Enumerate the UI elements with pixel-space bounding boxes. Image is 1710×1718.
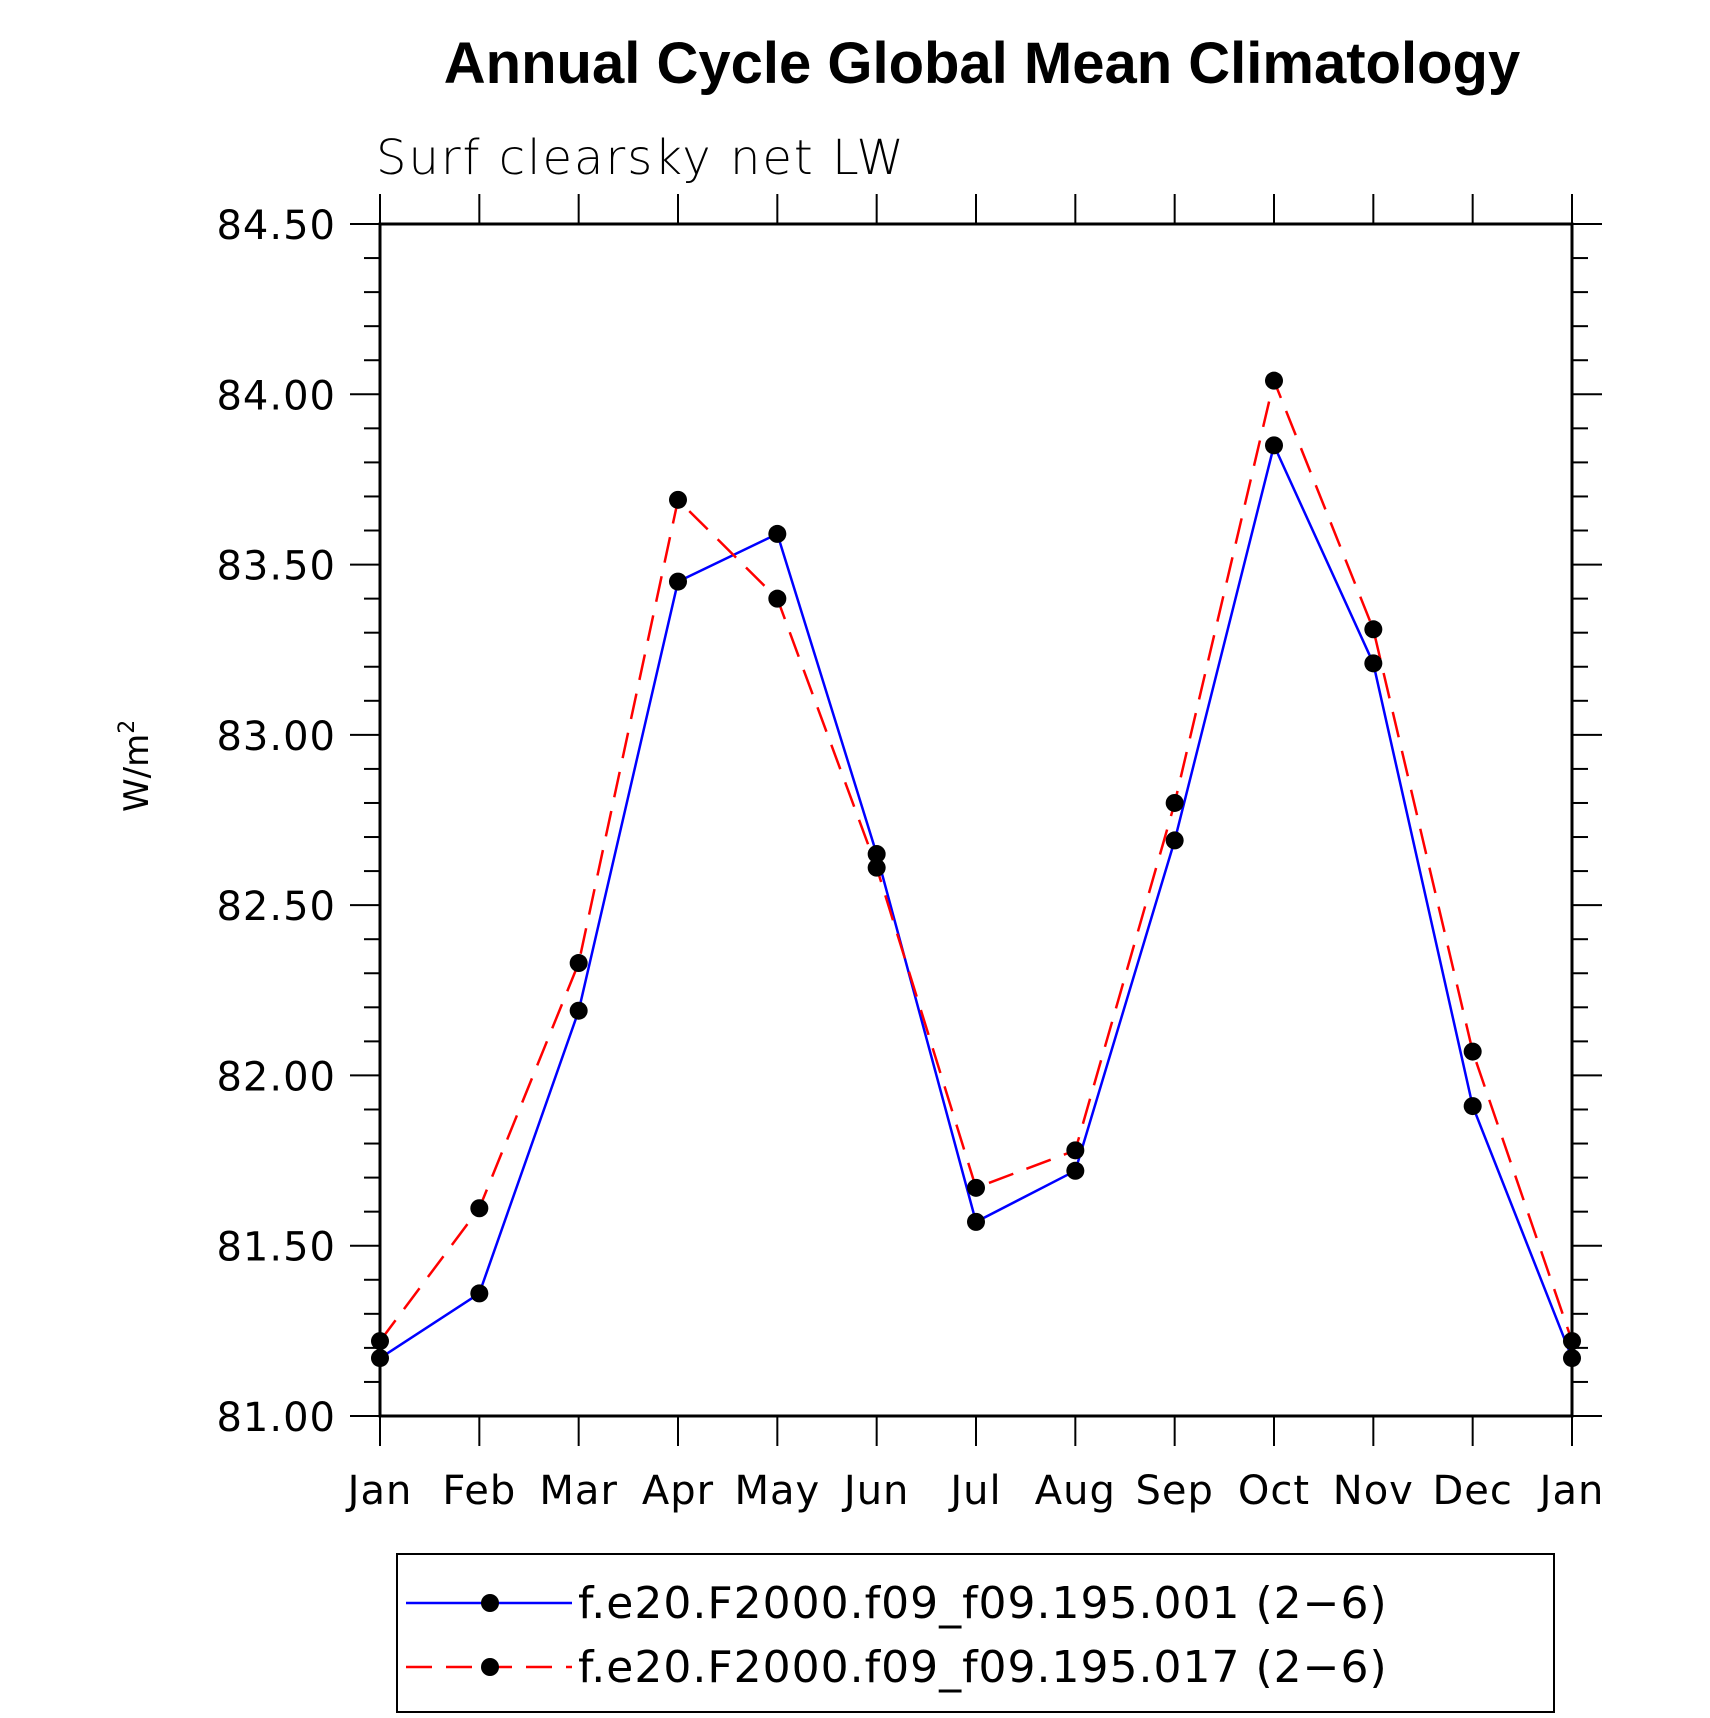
series-line-2 (378, 376, 1574, 1342)
data-point-series-2 (867, 858, 886, 877)
x-tick-label: May (734, 1468, 820, 1514)
data-point-series-1 (967, 1212, 985, 1231)
data-point-series-2 (669, 490, 687, 509)
data-point-series-2 (1066, 1141, 1085, 1160)
y-axis-label-text: W/m (117, 734, 157, 812)
x-tick-label: Aug (1035, 1468, 1116, 1514)
y-tick-label: 81.50 (216, 1225, 336, 1271)
x-tick-label: Apr (642, 1468, 714, 1514)
y-tick-label: 83.00 (216, 714, 336, 760)
x-tick-label: Nov (1333, 1468, 1414, 1514)
legend-box (396, 1553, 1555, 1713)
plot-frame (378, 222, 1574, 1418)
data-point-series-1 (1563, 1349, 1581, 1368)
x-tick-label: Sep (1135, 1468, 1213, 1514)
legend-label-2: f.e20.F2000.f09_f09.195.017 (2−6) (578, 1642, 1388, 1693)
data-point-series-1 (569, 1001, 588, 1020)
legend: f.e20.F2000.f09_f09.195.001 (2−6) f.e20.F… (396, 1553, 1555, 1713)
x-tick-label: Mar (539, 1468, 617, 1514)
chart-subtitle: Surf clearsky net LW (376, 130, 906, 186)
legend-marker-2 (481, 1658, 499, 1676)
data-point-series-1 (1165, 831, 1184, 850)
data-point-series-1 (1066, 1161, 1085, 1180)
x-tick-label: Jun (841, 1468, 910, 1514)
data-point-series-1 (1265, 436, 1283, 455)
x-tick-label: Oct (1238, 1468, 1310, 1514)
data-point-series-2 (768, 589, 787, 608)
data-point-series-2 (470, 1199, 489, 1218)
data-point-series-2 (1563, 1332, 1581, 1351)
y-tick-label: 83.50 (216, 544, 336, 590)
data-point-series-1 (669, 572, 687, 591)
series-lines (378, 376, 1574, 1360)
chart-title: Annual Cycle Global Mean Climatology (444, 31, 1520, 96)
svg-text:W/m2: W/m2 (115, 720, 157, 812)
x-tick-labels: Jan Feb Mar Apr May Jun Jul Aug Sep Oct Nov Dec Jan (345, 1468, 1605, 1514)
data-point-series-2 (1165, 793, 1184, 812)
legend-marker-1 (481, 1594, 499, 1612)
data-point-series-1 (867, 845, 886, 864)
y-tick-label: 82.00 (216, 1054, 336, 1100)
axis-ticks (350, 194, 1602, 1446)
data-point-series-1 (470, 1284, 489, 1303)
y-tick-label: 84.00 (216, 373, 336, 419)
data-point-series-2 (1265, 371, 1283, 390)
y-tick-labels: 81.00 81.50 82.00 82.50 83.00 83.50 84.00 84.50 (216, 203, 336, 1441)
x-tick-label: Jan (345, 1468, 413, 1514)
x-tick-label: Jul (947, 1468, 1001, 1514)
data-point-series-2 (371, 1332, 389, 1351)
data-point-series-2 (1364, 620, 1383, 639)
y-axis-label: W/m2 (115, 720, 157, 812)
legend-label-1: f.e20.F2000.f09_f09.195.001 (2−6) (578, 1578, 1388, 1629)
y-tick-label: 82.50 (216, 884, 336, 930)
series-markers (371, 371, 1581, 1368)
data-point-series-1 (1463, 1097, 1482, 1116)
x-tick-label: Dec (1432, 1468, 1512, 1514)
x-tick-label: Jan (1537, 1468, 1605, 1514)
data-point-series-1 (768, 524, 787, 543)
data-point-series-2 (569, 954, 588, 973)
y-tick-label: 84.50 (216, 203, 336, 249)
data-point-series-1 (1364, 654, 1383, 673)
data-point-series-2 (1463, 1042, 1482, 1061)
x-tick-label: Feb (442, 1468, 516, 1514)
data-point-series-1 (371, 1349, 389, 1368)
y-axis-label-superscript: 2 (115, 720, 140, 734)
y-tick-label: 81.00 (216, 1395, 336, 1441)
data-point-series-2 (967, 1178, 985, 1197)
